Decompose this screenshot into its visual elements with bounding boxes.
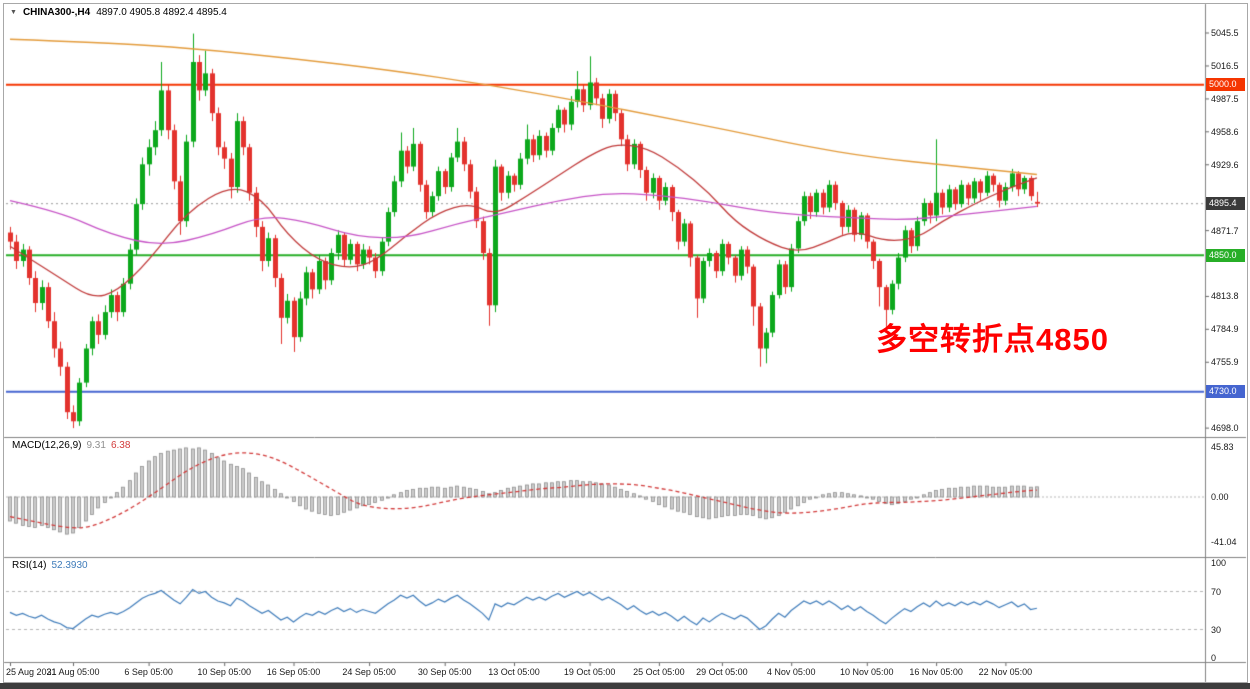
time-tick-label: 19 Oct 05:00	[563, 667, 616, 677]
time-tick-label: 25 Oct 05:00	[633, 667, 685, 677]
time-tick-label: 22 Nov 05:00	[978, 667, 1033, 677]
price-tick-label: 4755.9	[1211, 357, 1239, 368]
price-tick-label: 4813.8	[1211, 291, 1239, 302]
macd-axis-label: 45.83	[1211, 442, 1234, 452]
rsi-value: 52.3930	[51, 560, 88, 571]
rsi-name: RSI(14)	[12, 560, 47, 571]
price-tick-label: 4987.5	[1211, 93, 1239, 104]
time-tick-label: 4 Nov 05:00	[766, 667, 816, 677]
price-tick-label: 4871.7	[1211, 225, 1239, 236]
macd-axis-label: 0.00	[1211, 492, 1229, 502]
price-tick-label: 5045.5	[1211, 28, 1239, 38]
macd-signal-value: 6.38	[110, 440, 131, 451]
time-tick-label: 31 Aug 05:00	[46, 667, 100, 677]
price-badge: 4730.0	[1206, 385, 1245, 399]
collapse-triangle-icon[interactable]: ▼	[10, 9, 17, 16]
time-tick-label: 13 Oct 05:00	[488, 667, 540, 677]
rsi-indicator-label: RSI(14) 52.3930	[12, 560, 93, 571]
macd-indicator-label: MACD(12,26,9) 9.31 6.38	[12, 440, 135, 451]
rsi-axis-label: 100	[1211, 558, 1227, 568]
macd-axis-label: -41.04	[1211, 536, 1237, 547]
chart-text-annotation: 多空转折点4850	[876, 322, 1109, 357]
window-bottom-edge	[0, 683, 1250, 689]
price-tick-label: 4958.6	[1211, 126, 1239, 137]
time-tick-label: 16 Sep 05:00	[266, 667, 321, 677]
price-tick-label: 4784.9	[1211, 324, 1239, 335]
time-tick-label: 24 Sep 05:00	[342, 667, 396, 677]
time-tick-label: 10 Nov 05:00	[840, 667, 894, 677]
rsi-axis-label: 30	[1211, 624, 1222, 635]
time-tick-label: 29 Oct 05:00	[696, 667, 748, 677]
time-tick-label: 30 Sep 05:00	[417, 667, 472, 677]
price-tick-label: 4698.0	[1211, 423, 1239, 434]
time-tick-label: 6 Sep 05:00	[124, 667, 173, 677]
price-tick-label: 5016.5	[1211, 60, 1239, 71]
ohlc-readout: 4897.0 4905.8 4892.4 4895.4	[96, 7, 227, 18]
time-tick-label: 10 Sep 05:00	[197, 667, 251, 677]
price-badge: 5000.0	[1206, 78, 1245, 92]
chart-title-bar: ▼ CHINA300-,H4 4897.0 4905.8 4892.4 4895.4	[10, 7, 227, 18]
time-tick-label: 25 Aug 2021	[6, 667, 57, 677]
price-tick-label: 4929.6	[1211, 159, 1239, 170]
rsi-axis-label: 0	[1211, 653, 1217, 663]
price-badge: 4850.0	[1206, 248, 1245, 262]
price-badge: 4895.4	[1206, 197, 1245, 211]
rsi-axis-label: 70	[1211, 586, 1222, 597]
macd-main-value: 9.31	[86, 440, 106, 451]
symbol-period-label: CHINA300-,H4	[22, 7, 91, 18]
macd-name: MACD(12,26,9)	[12, 440, 82, 451]
time-tick-label: 16 Nov 05:00	[909, 667, 963, 677]
